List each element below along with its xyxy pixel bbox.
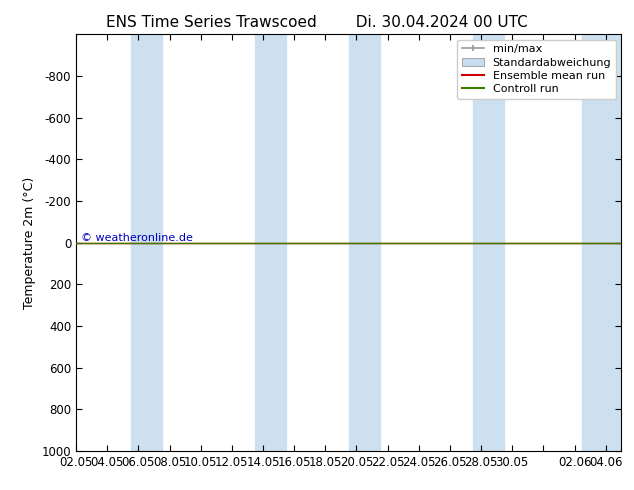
Legend: min/max, Standardabweichung, Ensemble mean run, Controll run: min/max, Standardabweichung, Ensemble me… [457, 40, 616, 99]
Text: ENS Time Series Trawscoed        Di. 30.04.2024 00 UTC: ENS Time Series Trawscoed Di. 30.04.2024… [106, 15, 528, 30]
Bar [474, 34, 505, 451]
Bar [349, 34, 380, 451]
Bar [131, 34, 162, 451]
Y-axis label: Temperature 2m (°C): Temperature 2m (°C) [23, 176, 36, 309]
Bar [256, 34, 287, 451]
Bar [583, 34, 621, 451]
Text: © weatheronline.de: © weatheronline.de [81, 233, 193, 243]
